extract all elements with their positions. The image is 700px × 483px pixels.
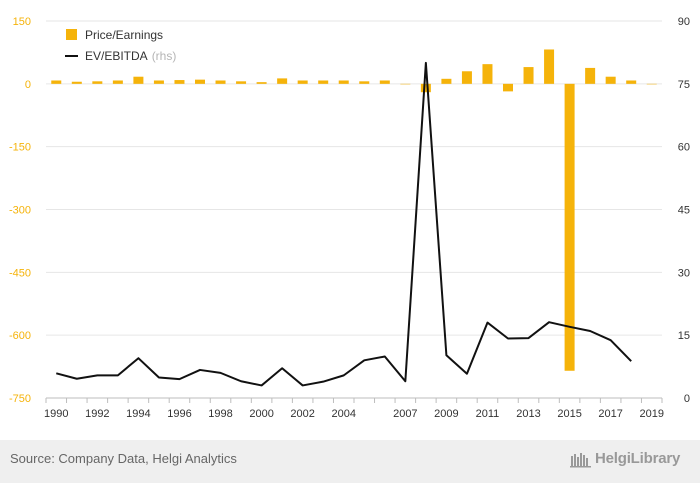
right-tick-label: 45 (678, 205, 690, 217)
x-tick-label: 2002 (290, 408, 314, 420)
bar (564, 83, 575, 371)
bar (400, 83, 411, 85)
bar (277, 78, 288, 84)
x-tick-label: 2019 (639, 408, 663, 420)
x-tick-label: 1992 (85, 408, 109, 420)
bar (359, 81, 370, 84)
bar (503, 83, 513, 92)
right-tick-label: 30 (678, 267, 690, 279)
brand-logo[interactable]: HelgiLibrary (570, 448, 680, 468)
line-series-ev-ebitda (56, 61, 632, 387)
bar (174, 80, 185, 84)
bar (71, 81, 82, 84)
x-tick-label: 1990 (44, 408, 68, 420)
bar (544, 49, 555, 84)
x-tick-label: 2009 (434, 408, 458, 420)
bar (585, 67, 596, 84)
bar (338, 80, 349, 84)
bar (626, 80, 637, 84)
x-axis-tick-labels: 1990 1992 1994 1996 1998 2000 2002 2004 2007 2009… (44, 398, 664, 420)
right-tick-label: 15 (678, 330, 690, 342)
bar (318, 80, 329, 84)
library-icon (570, 453, 591, 468)
x-tick-label: 1996 (167, 408, 191, 420)
brand-name: HelgiLibrary (595, 449, 681, 467)
bar (256, 82, 267, 84)
bar (153, 80, 164, 84)
left-tick-label: -300 (9, 205, 31, 217)
bar (646, 83, 657, 85)
x-tick-label: 2013 (516, 408, 540, 420)
ev-ebitda-line (56, 61, 632, 387)
legend-label-price-earnings: Price/Earnings (85, 28, 163, 42)
bar (215, 80, 226, 84)
right-tick-label: 60 (678, 142, 690, 154)
bar (133, 76, 144, 84)
right-axis-tick-labels: 90 75 60 45 30 15 0 (678, 16, 690, 405)
left-tick-label: -600 (9, 330, 31, 342)
left-tick-label: 150 (13, 16, 31, 28)
footer: Source: Company Data, Helgi Analytics He… (0, 440, 700, 483)
x-tick-label: 2011 (476, 408, 500, 420)
x-tick-label: 2017 (598, 408, 622, 420)
right-tick-label: 75 (678, 79, 690, 91)
x-tick-label: 2015 (557, 408, 581, 420)
legend-label-ev-ebitda: EV/EBITDA (rhs) (85, 49, 176, 63)
source-note: Source: Company Data, Helgi Analytics (10, 451, 237, 466)
x-tick-label: 1998 (208, 408, 232, 420)
bar (420, 83, 431, 93)
left-tick-label: -450 (9, 267, 31, 279)
bar (379, 80, 390, 84)
bar (112, 80, 123, 84)
legend: Price/Earnings EV/EBITDA (rhs) (65, 28, 176, 63)
bar (461, 71, 472, 84)
right-tick-label: 0 (684, 393, 690, 405)
bar (482, 64, 493, 84)
bar (523, 67, 534, 84)
bar (51, 80, 62, 84)
x-tick-label: 2004 (331, 408, 355, 420)
bar (236, 81, 247, 84)
bar (92, 81, 103, 84)
bar (605, 76, 616, 84)
left-tick-label: -150 (9, 142, 31, 154)
x-tick-label: 1994 (126, 408, 150, 420)
left-tick-label: 0 (25, 79, 31, 91)
bar (441, 78, 452, 84)
bar (297, 80, 308, 84)
right-tick-label: 90 (678, 16, 690, 28)
x-tick-label: 2007 (393, 408, 417, 420)
bar (195, 79, 205, 84)
x-tick-label: 2000 (249, 408, 273, 420)
left-tick-label: -750 (9, 393, 31, 405)
left-axis-tick-labels: 150 0 -150 -300 -450 -600 -750 (9, 16, 31, 405)
bar-series-price-earnings (51, 49, 657, 371)
legend-swatch-price-earnings (66, 29, 77, 40)
